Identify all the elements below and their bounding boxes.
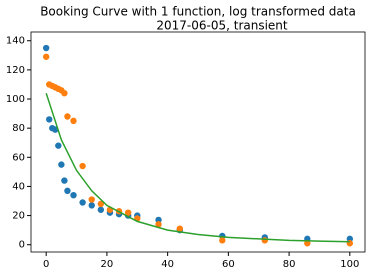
point <box>61 177 68 184</box>
point <box>70 191 77 199</box>
x-tick-label: 40 <box>161 259 174 270</box>
x-tick-label: 20 <box>101 259 114 270</box>
x-tick-label: 0 <box>43 259 49 270</box>
y-tick-label: 40 <box>12 181 25 192</box>
point <box>64 113 71 120</box>
point <box>155 221 162 228</box>
point <box>58 161 65 168</box>
point <box>70 117 77 125</box>
y-tick-label: 140 <box>6 36 25 47</box>
point <box>42 53 50 60</box>
point <box>64 187 71 195</box>
chart-title: Booking Curve with 1 function, log trans… <box>40 5 356 19</box>
point <box>46 116 53 123</box>
y-tick-label: 80 <box>12 123 25 134</box>
point <box>79 199 86 206</box>
axes-frame <box>30 31 366 253</box>
point <box>97 200 105 208</box>
point <box>42 44 50 52</box>
chart-subtitle: 2017-06-05, transient <box>156 19 288 33</box>
y-tick-label: 100 <box>6 94 25 105</box>
point <box>88 202 95 209</box>
point <box>124 209 132 216</box>
point <box>176 225 183 232</box>
y-tick-label: 60 <box>12 152 25 163</box>
point <box>79 162 86 170</box>
point <box>55 142 62 149</box>
point <box>219 237 226 244</box>
point <box>61 89 68 97</box>
x-tick-label: 60 <box>222 259 235 270</box>
fit-line <box>45 92 350 243</box>
x-tick-label: 80 <box>283 259 296 270</box>
y-tick-label: 20 <box>12 211 25 222</box>
point <box>304 240 311 247</box>
y-tick-label: 120 <box>6 65 25 76</box>
x-tick-label: 100 <box>340 259 359 270</box>
point <box>97 206 105 213</box>
point <box>88 196 95 203</box>
y-tick-label: 0 <box>19 240 25 251</box>
point <box>261 237 268 244</box>
